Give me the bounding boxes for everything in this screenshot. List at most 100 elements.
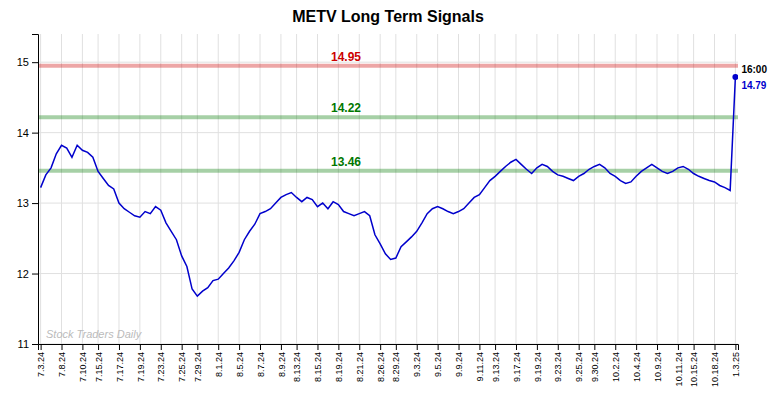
x-tick-mark xyxy=(558,344,559,350)
x-grid-line xyxy=(197,34,198,344)
x-tick: 8.26.24 xyxy=(376,344,386,382)
x-tick-label: 9.13.24 xyxy=(491,352,501,382)
x-tick-mark xyxy=(281,344,282,350)
x-tick-label: 8.21.24 xyxy=(355,352,365,382)
y-axis: 1112131415 xyxy=(17,35,39,351)
x-tick: 8.1.24 xyxy=(214,344,224,377)
x-tick-mark xyxy=(359,344,360,350)
x-tick-mark xyxy=(140,344,141,350)
x-tick-mark xyxy=(479,344,480,350)
x-tick-label: 9.19.24 xyxy=(533,352,543,382)
x-tick-label: 10.18.24 xyxy=(710,352,720,387)
x-tick-label: 9.30.24 xyxy=(590,352,600,382)
x-tick-mark xyxy=(495,344,496,350)
x-tick: 8.5.24 xyxy=(235,344,245,377)
x-tick-mark xyxy=(260,344,261,350)
x-tick: 8.9.24 xyxy=(277,344,287,377)
x-tick: 7.15.24 xyxy=(94,344,104,382)
x-tick-mark xyxy=(197,344,198,350)
x-tick-label: 10.4.24 xyxy=(632,352,642,382)
x-tick-label: 7.8.24 xyxy=(57,352,67,377)
x-grid-line xyxy=(458,34,459,344)
x-tick: 7.29.24 xyxy=(193,344,203,382)
x-grid-line xyxy=(416,34,417,344)
x-grid-line xyxy=(118,34,119,344)
x-tick: 10.4.24 xyxy=(632,344,642,382)
y-tick: 11 xyxy=(18,338,38,350)
x-tick-mark xyxy=(239,344,240,350)
x-tick: 7.19.24 xyxy=(136,344,146,382)
x-tick-label: 9.11.24 xyxy=(475,352,485,381)
x-tick: 10.18.24 xyxy=(710,344,720,387)
y-tick-label: 11 xyxy=(18,338,29,350)
x-tick-label: 8.7.24 xyxy=(256,352,266,377)
x-grid-line xyxy=(61,34,62,344)
x-tick-label: 8.5.24 xyxy=(235,352,245,377)
x-tick: 7.10.24 xyxy=(78,344,88,382)
x-grid-line xyxy=(380,34,381,344)
plot: 11121314157.3.247.8.247.10.247.15.247.17… xyxy=(17,34,768,387)
x-tick: 9.17.24 xyxy=(512,344,522,382)
annotations: 14.9514.2213.4616:0014.79Stock Traders D… xyxy=(46,50,767,340)
x-tick-label: 9.3.24 xyxy=(412,352,422,377)
x-tick-label: 1.3.25 xyxy=(731,352,741,377)
grid xyxy=(38,34,738,344)
x-tick-mark xyxy=(417,344,418,350)
x-tick-label: 7.23.24 xyxy=(156,352,166,382)
x-tick-label: 7.19.24 xyxy=(136,352,146,382)
y-axis-line xyxy=(32,35,39,345)
x-tick-mark xyxy=(297,344,298,350)
x-tick: 8.7.24 xyxy=(256,344,266,377)
x-tick-label: 9.23.24 xyxy=(553,352,563,382)
x-grid-line xyxy=(677,34,678,344)
x-tick-label: 10.9.24 xyxy=(653,352,663,382)
x-tick-mark xyxy=(459,344,460,350)
x-grid-line xyxy=(280,34,281,344)
x-tick: 1.3.25 xyxy=(731,344,741,377)
x-axis-line xyxy=(39,345,739,351)
y-tick-mark xyxy=(32,62,38,63)
x-grid-line xyxy=(82,34,83,344)
x-tick: 8.21.24 xyxy=(355,344,365,382)
x-tick-label: 8.26.24 xyxy=(376,352,386,382)
y-tick: 13 xyxy=(17,197,38,209)
x-tick-mark xyxy=(579,344,580,350)
reference-line xyxy=(38,115,738,119)
x-tick: 7.3.24 xyxy=(36,344,46,377)
reference-label: 13.46 xyxy=(331,155,361,169)
x-tick-mark xyxy=(678,344,679,350)
x-tick-mark xyxy=(380,344,381,350)
x-tick: 8.19.24 xyxy=(334,344,344,382)
y-tick-label: 13 xyxy=(17,197,29,209)
x-tick-label: 10.11.24 xyxy=(674,352,684,386)
reference-label: 14.22 xyxy=(331,101,361,115)
x-tick-label: 7.25.24 xyxy=(177,352,187,382)
x-tick-label: 8.19.24 xyxy=(334,352,344,382)
x-tick-label: 7.15.24 xyxy=(94,352,104,382)
marks xyxy=(38,66,738,296)
x-tick: 9.23.24 xyxy=(553,344,563,382)
x-tick-label: 8.1.24 xyxy=(214,352,224,377)
x-grid-line xyxy=(260,34,261,344)
x-tick: 8.15.24 xyxy=(313,344,323,382)
x-tick-label: 10.15.24 xyxy=(689,352,699,387)
x-tick-mark xyxy=(537,344,538,350)
x-grid-line xyxy=(181,34,182,344)
y-tick-label: 12 xyxy=(17,268,29,280)
y-grid-line xyxy=(38,273,738,274)
x-grid-line xyxy=(218,34,219,344)
x-grid-line xyxy=(160,34,161,344)
x-tick-label: 7.3.24 xyxy=(36,352,46,377)
y-tick-mark xyxy=(32,274,38,275)
x-tick-mark xyxy=(516,344,517,350)
x-grid-line xyxy=(239,34,240,344)
x-grid-line xyxy=(359,34,360,344)
y-tick-label: 14 xyxy=(17,127,29,139)
x-tick: 10.11.24 xyxy=(674,344,684,386)
x-tick-mark xyxy=(694,344,695,350)
x-tick-mark xyxy=(594,344,595,350)
x-tick: 10.2.24 xyxy=(611,344,621,382)
x-tick-mark xyxy=(735,344,736,350)
x-grid-line xyxy=(338,34,339,344)
x-tick-label: 7.17.24 xyxy=(115,352,125,382)
